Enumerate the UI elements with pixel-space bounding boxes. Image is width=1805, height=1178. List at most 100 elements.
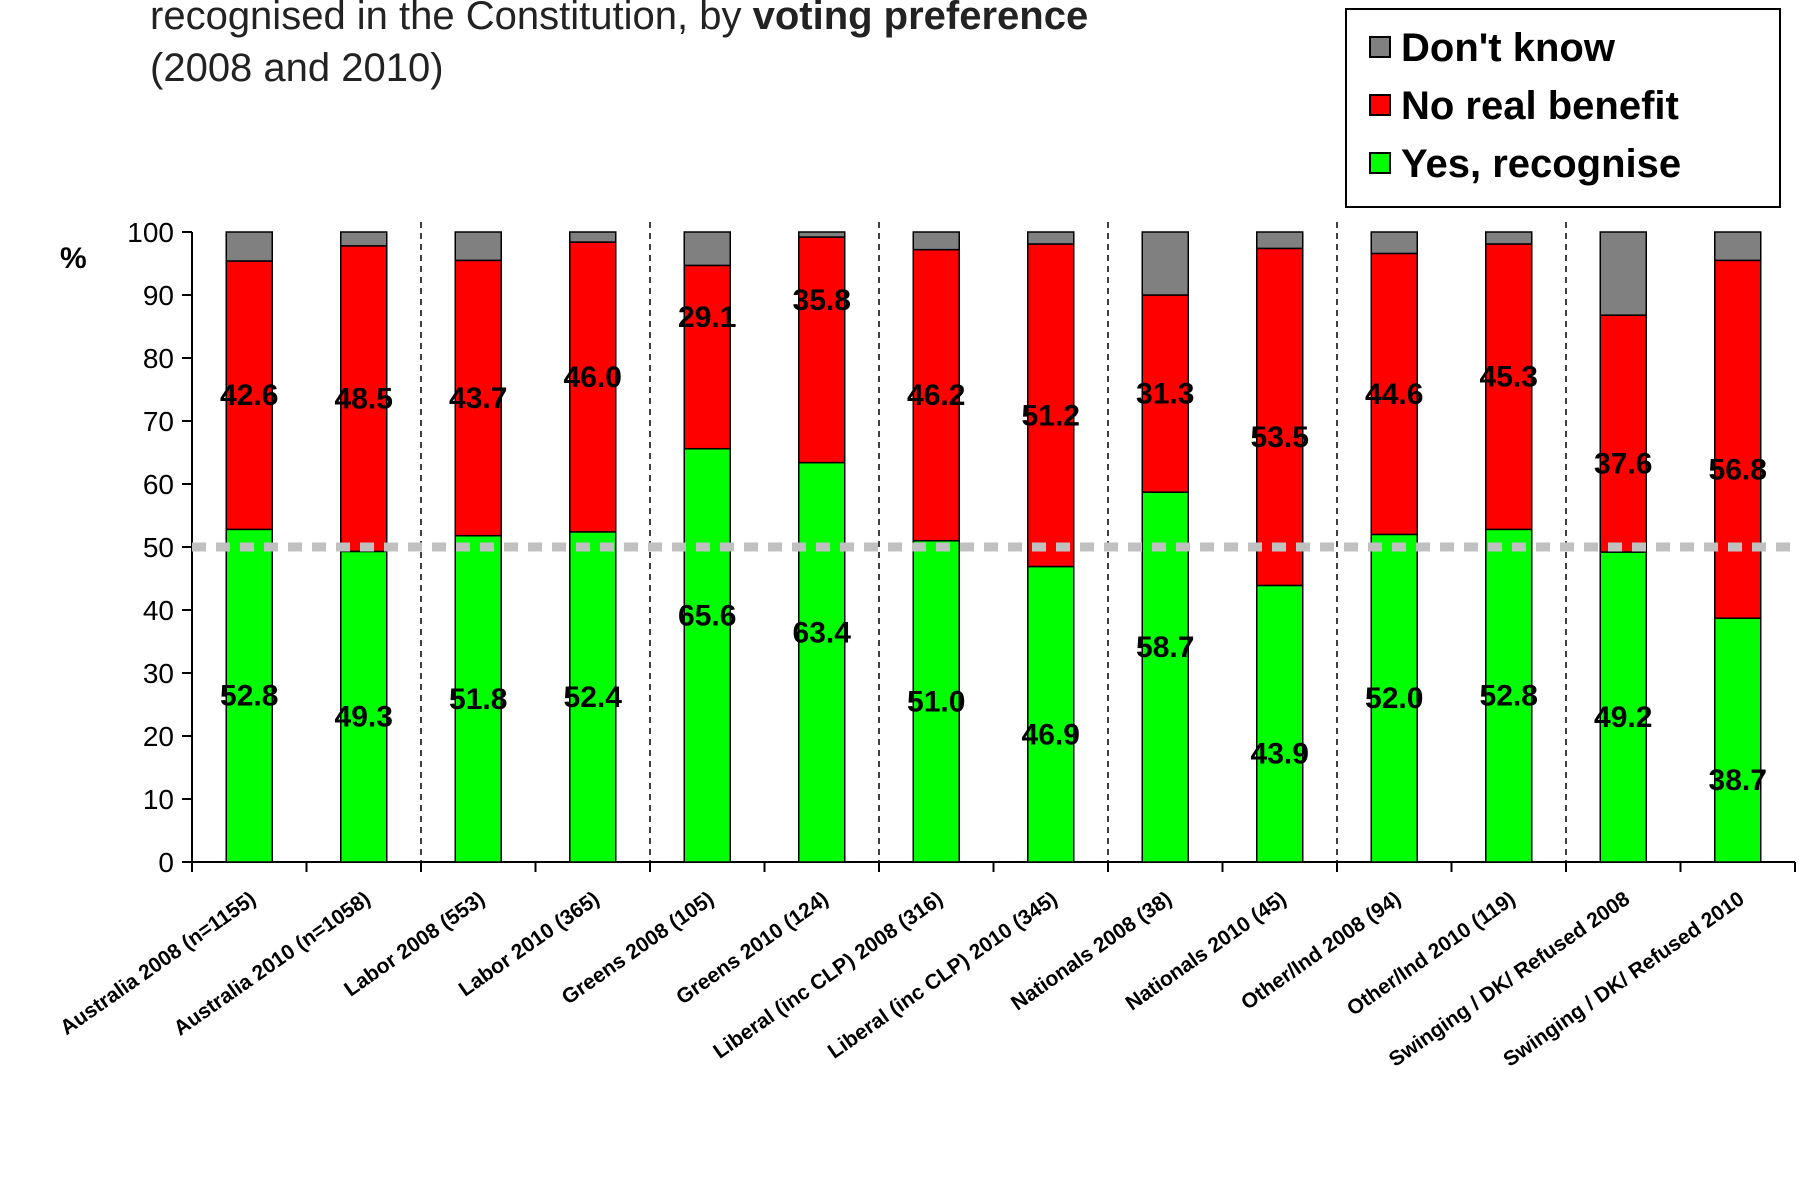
bar-yes-recognise [569,531,617,863]
y-tick-label: 50 [143,532,174,563]
y-tick-label: 20 [143,721,174,752]
data-label-yes: 49.2 [1594,701,1652,734]
bar-dont-know [683,231,731,267]
data-label-yes: 51.8 [449,683,507,716]
bar-no-real-benefit [1370,252,1418,536]
legend-swatch-no-real-benefit [1369,94,1391,116]
bar-no-real-benefit [798,236,846,464]
data-label-yes: 58.7 [1136,631,1194,664]
data-label-no: 51.2 [1022,399,1080,432]
y-tick-label: 60 [143,469,174,500]
data-label-no: 35.8 [793,284,851,317]
bar-yes-recognise [1714,617,1762,863]
data-label-no: 29.1 [678,301,736,334]
bar-yes-recognise [1485,528,1533,863]
y-tick-label: 30 [143,658,174,689]
data-label-no: 37.6 [1594,448,1652,481]
title-line-1-plain: recognised in the Constitution, by [150,0,753,38]
legend: Don't know No real benefit Yes, recognis… [1345,8,1781,208]
legend-item-no-real-benefit: No real benefit [1369,84,1679,128]
data-label-yes: 49.3 [335,701,393,734]
bar-dont-know [1599,231,1647,316]
data-label-no: 53.5 [1251,421,1309,454]
data-label-yes: 52.8 [220,680,278,713]
bar-no-real-benefit [569,241,617,533]
bar-yes-recognise [912,539,960,863]
y-tick-label: 10 [143,784,174,815]
title-line-1: recognised in the Constitution, by votin… [150,0,1310,42]
data-label-yes: 65.6 [678,599,736,632]
title-line-2: (2008 and 2010) [150,46,444,90]
x-category-label: Liberal (inc CLP) 2008 (316) [709,887,947,1063]
x-category-label: Swinging / DK/ Refused 2010 [1499,887,1748,1071]
bar-no-real-benefit [340,245,388,553]
bar-dont-know [1714,231,1762,262]
legend-swatch-yes-recognise [1369,152,1391,174]
bar-dont-know [225,231,273,262]
data-label-yes: 52.4 [564,681,623,714]
legend-label-yes-recognise: Yes, recognise [1401,142,1682,186]
data-label-no: 46.2 [907,379,965,412]
bar-dont-know [569,231,617,243]
bar-dont-know [912,231,960,251]
data-label-yes: 63.4 [793,616,852,649]
title-line-1-bold: voting preference [752,0,1089,38]
bar-yes-recognise [454,534,502,863]
y-tick-label: 40 [143,595,174,626]
data-label-yes: 38.7 [1709,764,1767,797]
bar-dont-know [1485,231,1533,245]
bar-yes-recognise [225,528,273,863]
bar-dont-know [454,231,502,262]
chart-title: recognised in the Constitution, by votin… [150,0,1310,94]
data-label-no: 46.0 [564,361,622,394]
legend-item-yes-recognise: Yes, recognise [1369,142,1682,186]
x-category-label: Liberal (inc CLP) 2010 (345) [824,887,1062,1063]
legend-swatch-dont-know [1369,36,1391,58]
bar-no-real-benefit [1256,247,1304,587]
bar-yes-recognise [340,550,388,863]
bar-yes-recognise [683,447,731,863]
bar-dont-know [1141,231,1189,296]
data-label-yes: 46.9 [1022,718,1080,751]
data-label-no: 31.3 [1136,378,1194,411]
bar-no-real-benefit [1485,243,1533,531]
bar-dont-know [340,231,388,247]
data-label-no: 56.8 [1709,453,1767,486]
bar-yes-recognise [1027,565,1075,863]
bar-dont-know [798,231,846,238]
legend-label-no-real-benefit: No real benefit [1401,84,1679,128]
bar-no-real-benefit [1027,243,1075,568]
data-label-yes: 52.0 [1365,682,1423,715]
legend-label-dont-know: Don't know [1401,26,1615,70]
x-category-label: Australia 2010 (n=1058) [170,887,375,1040]
data-label-no: 42.6 [220,379,278,412]
y-tick-label: 0 [158,847,174,878]
x-category-label: Australia 2008 (n=1155) [56,887,260,1039]
bar-no-real-benefit [1599,314,1647,553]
bar-dont-know [1256,231,1304,250]
bar-dont-know [1370,231,1418,255]
y-tick-label: 70 [143,406,174,437]
bar-no-real-benefit [683,264,731,450]
bar-dont-know [1027,231,1075,245]
bar-yes-recognise [798,461,846,863]
bar-no-real-benefit [225,260,273,531]
data-label-yes: 51.0 [907,685,965,718]
x-category-label: Swinging / DK/ Refused 2008 [1385,887,1635,1071]
bar-no-real-benefit [912,248,960,542]
data-label-no: 45.3 [1480,361,1538,394]
y-tick-label: 90 [143,280,174,311]
data-label-no: 48.5 [335,383,393,416]
bar-yes-recognise [1141,491,1189,863]
y-tick-label: 80 [143,343,174,374]
y-axis-label: % [60,242,87,275]
data-label-yes: 43.9 [1251,738,1309,771]
bar-no-real-benefit [1714,259,1762,619]
bar-yes-recognise [1256,584,1304,863]
data-label-yes: 52.8 [1480,680,1538,713]
legend-item-dont-know: Don't know [1369,26,1615,70]
data-label-no: 43.7 [449,382,507,415]
y-tick-label: 100 [127,217,174,248]
data-label-no: 44.6 [1365,378,1423,411]
